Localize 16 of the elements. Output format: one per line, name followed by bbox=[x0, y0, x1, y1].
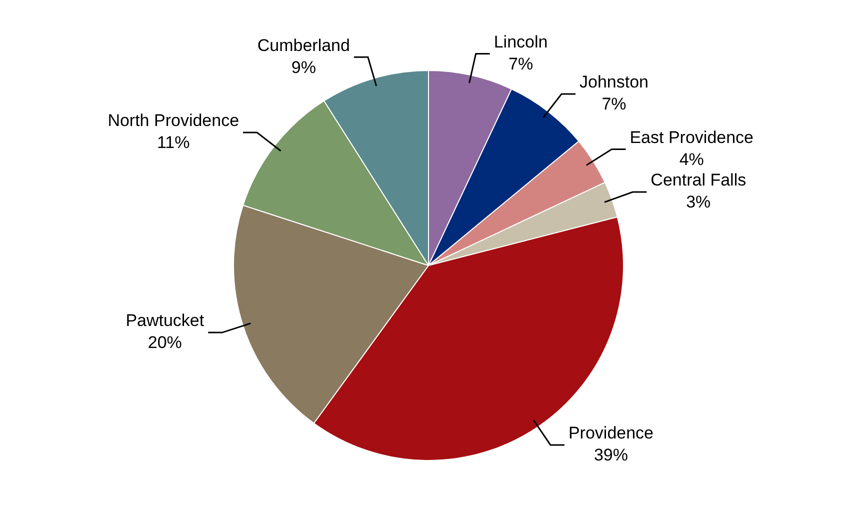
slice-label: East Providence bbox=[630, 128, 754, 147]
data-label: 20% bbox=[148, 333, 182, 352]
slice-label: Cumberland bbox=[257, 36, 350, 55]
slice-label: Providence bbox=[568, 424, 654, 443]
data-label: 4% bbox=[679, 150, 704, 169]
data-label: 9% bbox=[291, 58, 316, 77]
slice-label: Johnston bbox=[580, 72, 648, 92]
slice-label: North Providence bbox=[108, 111, 240, 130]
data-label: 11% bbox=[156, 133, 190, 152]
slice-label: Central Falls bbox=[650, 170, 746, 190]
slice-label: Pawtucket bbox=[126, 311, 204, 330]
data-label: 7% bbox=[508, 54, 534, 74]
slice-label: Lincoln bbox=[494, 32, 548, 52]
data-label: 39% bbox=[594, 446, 628, 465]
data-label: 3% bbox=[686, 192, 711, 212]
data-label: 7% bbox=[602, 94, 626, 114]
